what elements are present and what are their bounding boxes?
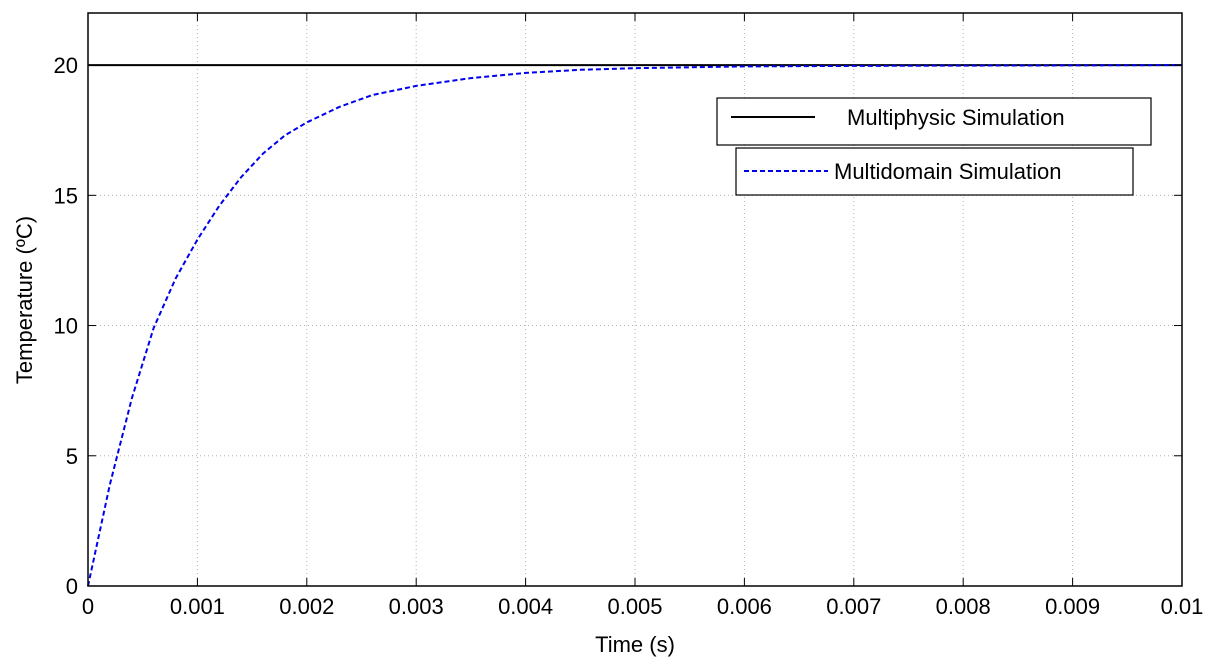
x-axis-label: Time (s) [595, 632, 675, 657]
legend-box-multiphysic [716, 97, 1152, 146]
legend-entry-multiphysic: Multiphysic Simulation [716, 97, 1152, 146]
axis-ticks: 0 0.001 0.002 0.003 0.004 0.005 0.006 0.007 0.00… [54, 13, 1204, 619]
legend-label-multidomain: Multidomain Simulation [834, 159, 1061, 184]
x-tick-label: 0.004 [498, 594, 553, 619]
y-tick-label: 0 [66, 574, 78, 599]
series-layer [87, 64, 1183, 587]
y-tick-label: 20 [54, 53, 78, 78]
x-tick-label: 0.006 [717, 594, 772, 619]
x-tick-label: 0.001 [170, 594, 225, 619]
x-tick-label: 0 [82, 594, 94, 619]
x-tick-label: 0.007 [826, 594, 881, 619]
y-axis-label: Temperature (ºC) [12, 216, 37, 384]
x-tick-label: 0.005 [607, 594, 662, 619]
x-tick-label: 0.003 [389, 594, 444, 619]
x-tick-label: 0.002 [279, 594, 334, 619]
y-tick-label: 5 [66, 444, 78, 469]
x-tick-label: 0.008 [936, 594, 991, 619]
multidomain-series-line [87, 64, 1183, 587]
y-tick-label: 15 [54, 183, 78, 208]
y-tick-label: 10 [54, 314, 78, 339]
legend-entry-multidomain: Multidomain Simulation [735, 147, 1134, 196]
x-tick-label: 0.009 [1045, 594, 1100, 619]
x-tick-label: 0.01 [1161, 594, 1204, 619]
legend-label-multiphysic: Multiphysic Simulation [847, 105, 1065, 130]
